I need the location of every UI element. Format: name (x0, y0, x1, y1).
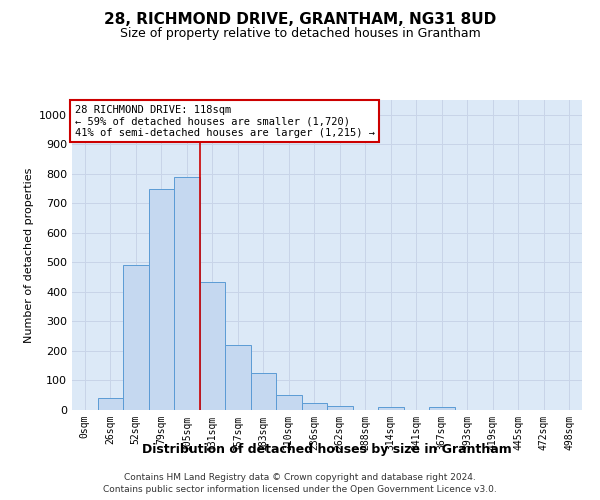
Bar (123, 266, 149, 410)
Bar (378, 407, 404, 410)
Y-axis label: Number of detached properties: Number of detached properties (23, 168, 34, 342)
Bar (174, 177, 199, 410)
Bar (225, 345, 251, 410)
Text: Size of property relative to detached houses in Grantham: Size of property relative to detached ho… (119, 28, 481, 40)
Bar (199, 282, 225, 410)
Text: 28, RICHMOND DRIVE, GRANTHAM, NG31 8UD: 28, RICHMOND DRIVE, GRANTHAM, NG31 8UD (104, 12, 496, 28)
Text: Contains public sector information licensed under the Open Government Licence v3: Contains public sector information licen… (103, 485, 497, 494)
Bar (429, 407, 455, 410)
Bar (276, 395, 302, 410)
Bar (97, 398, 123, 410)
Text: Distribution of detached houses by size in Grantham: Distribution of detached houses by size … (142, 442, 512, 456)
Text: Contains HM Land Registry data © Crown copyright and database right 2024.: Contains HM Land Registry data © Crown c… (124, 472, 476, 482)
Text: 28 RICHMOND DRIVE: 118sqm
← 59% of detached houses are smaller (1,720)
41% of se: 28 RICHMOND DRIVE: 118sqm ← 59% of detac… (74, 104, 374, 138)
Bar (251, 373, 276, 410)
Bar (302, 402, 327, 410)
Bar (327, 406, 353, 410)
Bar (149, 188, 174, 410)
